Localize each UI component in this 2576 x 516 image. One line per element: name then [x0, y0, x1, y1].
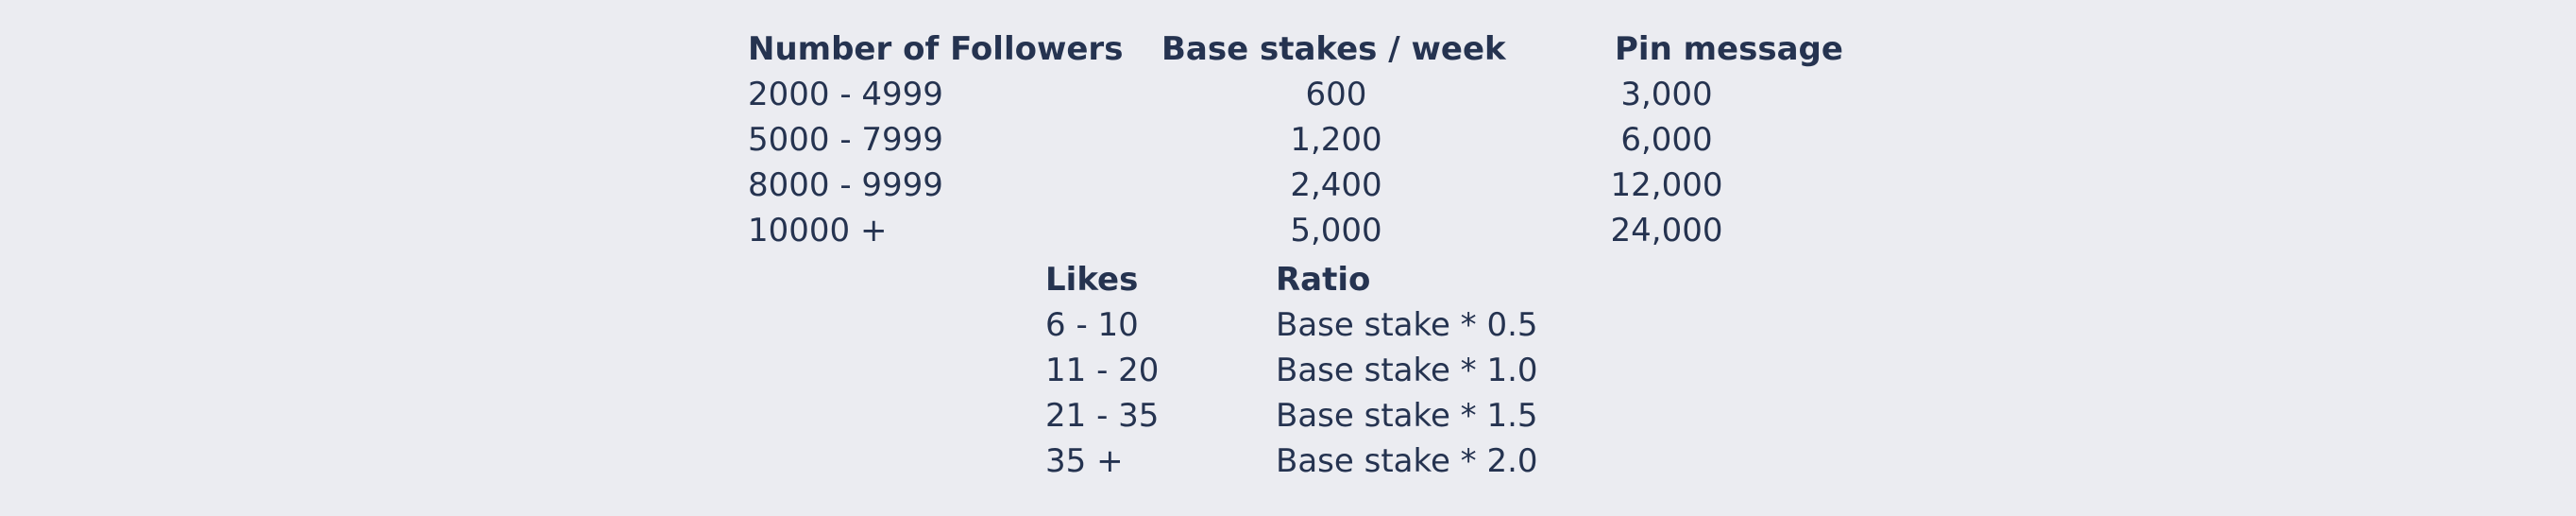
pin-message-cell: 6,000: [1620, 121, 1713, 159]
base-stake-cell: 1,200: [1290, 121, 1382, 159]
ratio-cell: Base stake * 2.0: [1276, 442, 1538, 480]
base-stake-cell: 2,400: [1290, 166, 1382, 204]
likes-cell: 35 +: [1045, 442, 1124, 480]
likes-cell: 11 - 20: [1045, 352, 1160, 389]
pin-message-cell: 24,000: [1610, 212, 1723, 249]
header-pin-message: Pin message: [1615, 30, 1843, 68]
header-likes: Likes: [1045, 261, 1139, 299]
base-stake-cell: 5,000: [1290, 212, 1382, 249]
followers-cell: 10000 +: [748, 212, 888, 249]
ratio-cell: Base stake * 1.5: [1276, 397, 1538, 435]
likes-cell: 21 - 35: [1045, 397, 1160, 435]
ratio-cell: Base stake * 0.5: [1276, 306, 1538, 344]
pin-message-cell: 3,000: [1620, 76, 1713, 113]
base-stake-cell: 600: [1305, 76, 1367, 113]
ratio-cell: Base stake * 1.0: [1276, 352, 1538, 389]
header-ratio: Ratio: [1276, 261, 1371, 299]
header-base-stakes: Base stakes / week: [1161, 30, 1506, 68]
pin-message-cell: 12,000: [1610, 166, 1723, 204]
header-followers: Number of Followers: [748, 30, 1124, 68]
followers-cell: 8000 - 9999: [748, 166, 943, 204]
followers-cell: 5000 - 7999: [748, 121, 943, 159]
likes-cell: 6 - 10: [1045, 306, 1139, 344]
followers-cell: 2000 - 4999: [748, 76, 943, 113]
